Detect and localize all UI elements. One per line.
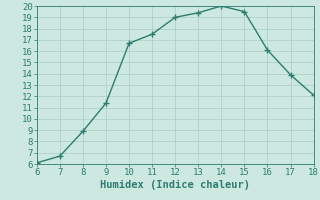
- X-axis label: Humidex (Indice chaleur): Humidex (Indice chaleur): [100, 180, 250, 190]
